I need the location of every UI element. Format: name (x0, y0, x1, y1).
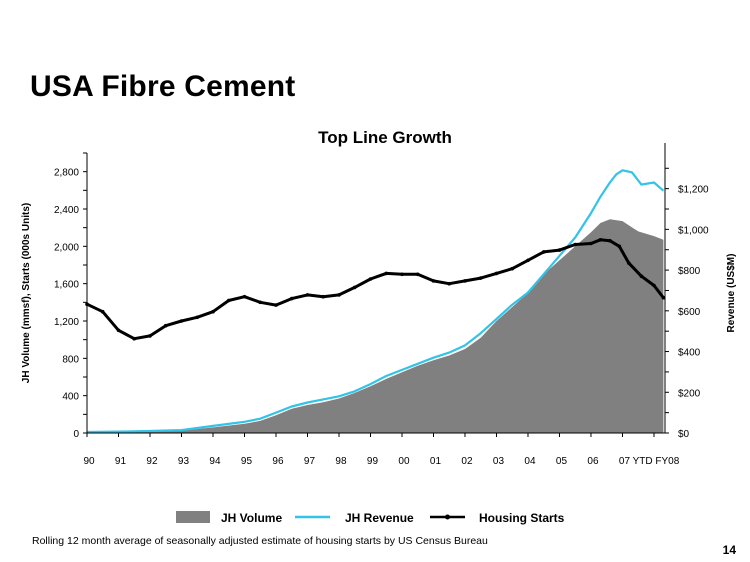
slide-title: USA Fibre Cement (30, 70, 296, 103)
housing-starts-point (463, 279, 467, 283)
housing-starts-point (211, 309, 215, 314)
x-tick-label: 91 (115, 456, 127, 467)
housing-starts-point (258, 300, 263, 305)
housing-starts-point (617, 244, 622, 249)
y-tick-label: 1,200 (54, 317, 79, 328)
housing-starts-point (148, 334, 152, 338)
housing-starts-point (384, 271, 389, 276)
housing-starts-point (652, 283, 656, 288)
x-tick-label: 00 (398, 456, 410, 467)
x-tick-label: 93 (178, 456, 190, 467)
x-tick-label: YTD FY08 (633, 456, 680, 467)
housing-starts-point (226, 298, 231, 303)
legend-starts-label: Housing Starts (479, 511, 565, 525)
housing-starts-point (661, 295, 666, 300)
x-tick-label: 04 (524, 456, 536, 467)
housing-starts-point (598, 238, 603, 242)
x-tick-label: 97 (304, 456, 316, 467)
housing-starts-point (431, 279, 436, 283)
housing-starts-point (447, 281, 452, 286)
housing-starts-point (179, 319, 184, 323)
volume-area-layer (87, 219, 664, 433)
housing-starts-point (557, 248, 562, 252)
chart-title: Top Line Growth (318, 128, 452, 147)
x-tick-label: 96 (272, 456, 284, 467)
housing-starts-point (132, 336, 136, 341)
housing-starts-point (541, 250, 546, 254)
y-axis-title: JH Volume (mmsf), Starts (000s Units) (21, 203, 32, 383)
housing-starts-point (352, 285, 357, 290)
y2-tick-label: $400 (678, 348, 701, 359)
x-tick-label: 94 (209, 456, 221, 467)
axes-layer: 04008001,2001,6002,0002,4002,800$0$200$4… (21, 143, 737, 467)
housing-starts-point (163, 323, 168, 328)
housing-starts-point (494, 271, 499, 276)
y2-axis-title: Revenue (US$M) (726, 254, 737, 333)
housing-starts-point (415, 272, 420, 277)
volume-area (87, 219, 664, 433)
housing-starts-line (86, 238, 665, 341)
y-tick-label: 2,800 (54, 168, 79, 179)
y-tick-label: 400 (62, 392, 79, 403)
housing-starts-point (100, 309, 105, 314)
y2-tick-label: $600 (678, 307, 701, 318)
y2-tick-label: $200 (678, 388, 701, 399)
page-number: 14 (722, 543, 736, 557)
housing-starts-point (368, 277, 373, 281)
x-tick-label: 05 (556, 456, 568, 467)
y2-tick-label: $1,000 (678, 225, 709, 236)
x-tick-label: 07 (619, 456, 631, 467)
legend-volume-label: JH Volume (221, 511, 282, 525)
housing-starts-point (116, 328, 121, 333)
housing-starts-point (478, 276, 483, 280)
housing-starts-point (510, 266, 514, 271)
y2-tick-label: $800 (678, 266, 701, 277)
x-tick-label: 01 (430, 456, 442, 467)
legend-volume-swatch (176, 511, 210, 523)
x-tick-label: 02 (461, 456, 473, 467)
housing-starts-point (627, 261, 631, 265)
legend-starts-marker (445, 514, 450, 520)
y-tick-label: 1,600 (54, 280, 79, 291)
y-tick-label: 2,400 (54, 205, 79, 216)
housing-starts-point (526, 258, 530, 263)
x-tick-label: 06 (587, 456, 599, 467)
footnote: Rolling 12 month average of seasonally a… (32, 535, 488, 547)
y-tick-label: 800 (62, 354, 79, 365)
housing-starts-point (639, 274, 644, 279)
legend: JH Volume JH Revenue Housing Starts (176, 511, 565, 525)
legend-revenue-label: JH Revenue (345, 511, 414, 525)
housing-starts-point (337, 293, 341, 297)
y-tick-label: 2,000 (54, 242, 79, 253)
x-tick-label: 95 (241, 456, 253, 467)
housing-starts-point (321, 294, 326, 299)
housing-starts-point (195, 315, 199, 320)
housing-starts-point (242, 294, 247, 299)
x-tick-label: 92 (146, 456, 158, 467)
x-tick-label: 03 (493, 456, 505, 467)
revenue-line (86, 169, 665, 434)
housing-starts-point (608, 238, 612, 243)
x-tick-label: 90 (83, 456, 95, 467)
y2-tick-label: $1,200 (678, 185, 709, 196)
housing-starts-point (305, 293, 310, 297)
y-tick-label: 0 (73, 429, 79, 440)
housing-starts-point (573, 242, 577, 247)
x-tick-label: 99 (367, 456, 379, 467)
housing-starts-point (289, 296, 294, 301)
housing-starts-point (589, 241, 593, 246)
y2-tick-label: $0 (678, 429, 690, 440)
housing-starts-point (400, 272, 404, 277)
housing-starts-point (274, 303, 278, 307)
series-lines-layer (85, 169, 666, 434)
x-tick-label: 98 (335, 456, 347, 467)
